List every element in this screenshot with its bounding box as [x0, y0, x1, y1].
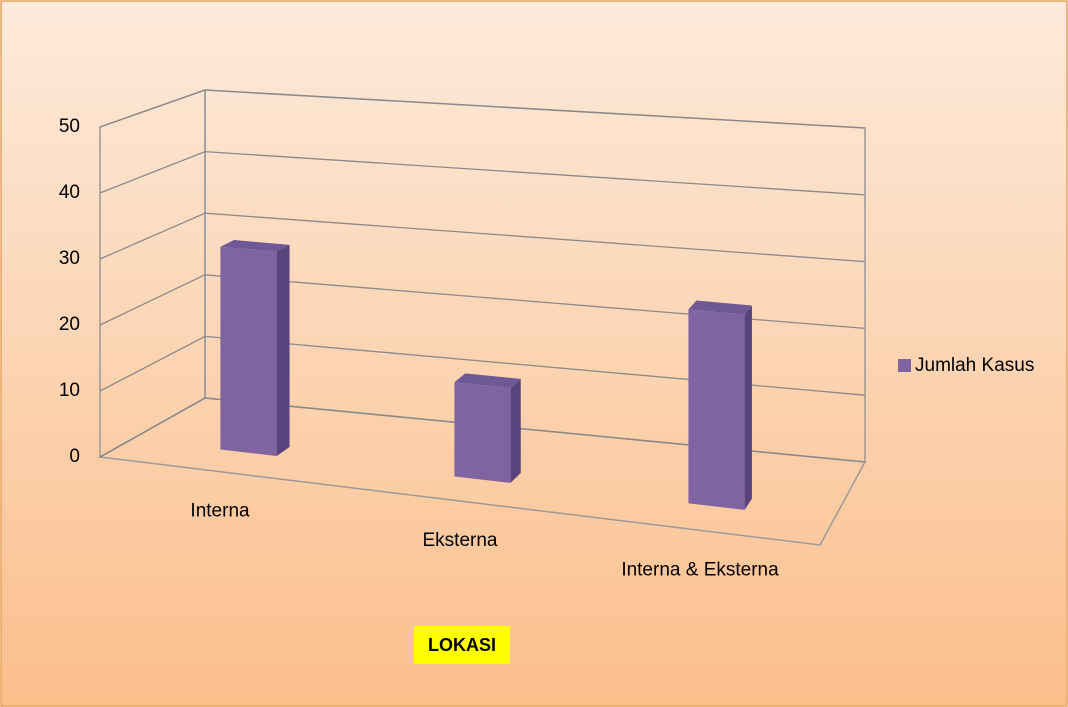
grid-line: [99, 335, 866, 396]
bar-top: [454, 373, 521, 389]
bar-front: [220, 246, 277, 456]
y-tick-label: 30: [59, 248, 80, 269]
x-tick-label: Interna & Eksterna: [621, 559, 779, 580]
x-axis-title: LOKASI: [428, 635, 496, 655]
grid-line: [99, 212, 866, 263]
y-tick-label: 40: [59, 182, 80, 203]
grid-line: [99, 89, 866, 129]
bar-front: [454, 382, 511, 483]
bar: [220, 240, 290, 456]
legend-swatch: [898, 359, 911, 372]
bar: [688, 300, 752, 510]
bar-side: [276, 244, 290, 456]
axis-title-box: [414, 626, 510, 664]
x-tick-label: Eksterna: [423, 530, 498, 551]
y-tick-label: 0: [69, 446, 80, 467]
x-tick-label: Interna: [190, 501, 250, 522]
y-tick-label: 20: [59, 314, 80, 335]
grid-line: [99, 150, 866, 196]
bar-side: [510, 378, 521, 483]
y-tick-label: 10: [59, 380, 80, 401]
legend-label: Jumlah Kasus: [915, 355, 1034, 376]
bar: [454, 373, 521, 483]
bar-top: [220, 240, 290, 252]
bar-front: [688, 309, 745, 510]
y-tick-label: 50: [59, 116, 80, 137]
bar-top: [688, 300, 752, 315]
bar-side: [744, 305, 752, 510]
plot-area: 0 10 20 30 40 50 Interna Eksterna Interna & Ekst…: [59, 88, 867, 580]
grid-line: [99, 397, 866, 463]
grid-line: [99, 274, 866, 330]
